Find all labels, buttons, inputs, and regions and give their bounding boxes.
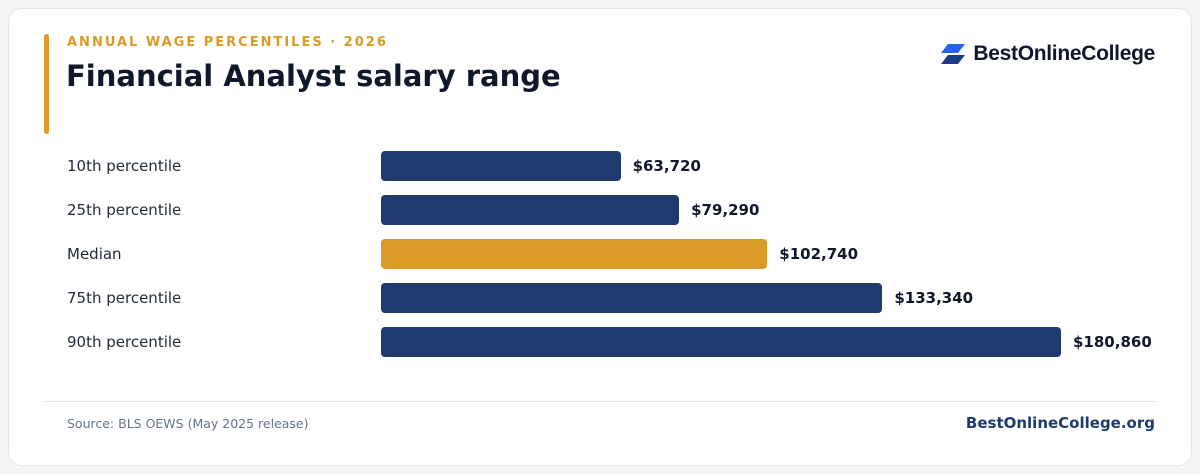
bar-value-label: $133,340 xyxy=(894,289,974,307)
brand-logo-text: BestOnlineCollege xyxy=(973,42,1155,65)
category-label: Median xyxy=(67,245,122,263)
category-label: 10th percentile xyxy=(67,157,182,175)
salary-bar xyxy=(381,195,680,225)
accent-bar xyxy=(44,34,49,134)
chart-title: Financial Analyst salary range xyxy=(66,59,561,93)
salary-bar xyxy=(381,283,883,313)
site-link[interactable]: BestOnlineCollege.org xyxy=(965,414,1155,432)
bar-value-label: $63,720 xyxy=(632,157,701,175)
salary-bar xyxy=(381,327,1061,357)
footer-divider xyxy=(44,401,1157,402)
category-label: 25th percentile xyxy=(67,201,182,219)
chart-eyebrow: ANNUAL WAGE PERCENTILES · 2026 xyxy=(67,35,388,50)
bar-value-label: $79,290 xyxy=(691,201,760,219)
source-note: Source: BLS OEWS (May 2025 release) xyxy=(67,416,309,431)
bar-value-label: $102,740 xyxy=(779,245,859,263)
stacked-parallelogram-logo-icon xyxy=(941,44,966,64)
brand-logo[interactable]: BestOnlineCollege xyxy=(941,42,1155,66)
bar-value-label: $180,860 xyxy=(1073,333,1152,351)
chart-card: ANNUAL WAGE PERCENTILES · 2026 Financial… xyxy=(8,8,1192,466)
category-label: 90th percentile xyxy=(67,333,182,351)
salary-bar xyxy=(381,151,621,181)
category-label: 75th percentile xyxy=(67,289,182,307)
salary-bar-chart: 10th percentile $63,720 25th percentile $79… xyxy=(9,9,1193,467)
salary-bar xyxy=(381,239,768,269)
